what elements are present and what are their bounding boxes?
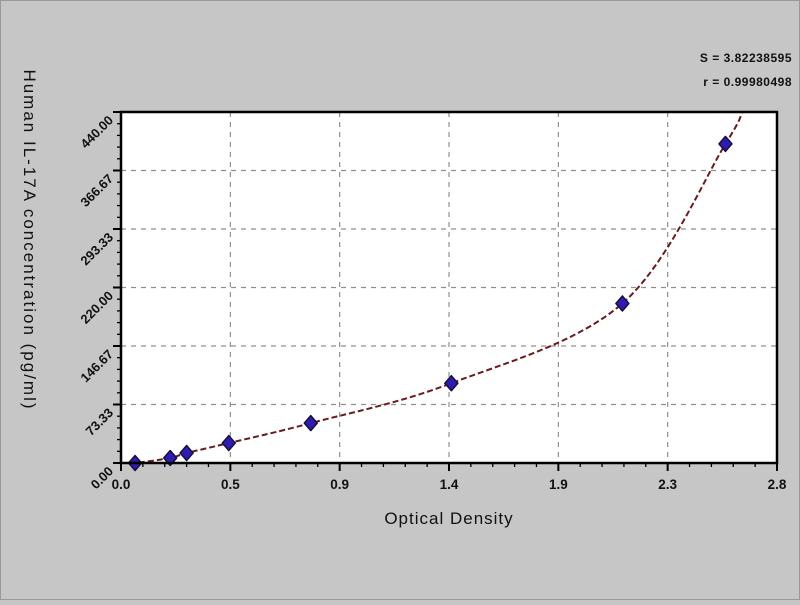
x-tick-label: 1.4 <box>440 477 459 492</box>
x-tick-label: 1.9 <box>549 477 568 492</box>
data-point <box>179 444 194 462</box>
series-layer <box>120 111 743 472</box>
y-tick-label: 293.33 <box>77 230 116 269</box>
x-tick-label: 0.5 <box>221 477 240 492</box>
y-tick-label: 366.67 <box>77 171 116 210</box>
data-point <box>615 295 630 312</box>
data-point <box>718 135 733 153</box>
y-tick-label: 73.33 <box>83 405 117 439</box>
y-axis-title: Human IL-17A concentration (pg/ml) <box>20 69 39 410</box>
y-tick-label: 440.00 <box>77 113 116 152</box>
x-tick-label: 0.0 <box>112 477 131 492</box>
fit-stat-r: r = 0.99980498 <box>703 75 792 89</box>
tick-layer <box>113 111 778 471</box>
gridline-layer <box>121 112 777 463</box>
data-point <box>444 374 459 392</box>
fit-stat-s: S = 3.82238595 <box>700 51 792 65</box>
data-point <box>221 434 237 452</box>
y-tick-label: 220.00 <box>77 288 116 327</box>
data-point <box>303 414 319 432</box>
x-tick-label: 2.3 <box>658 477 677 492</box>
x-axis-title: Optical Density <box>384 509 513 528</box>
x-tick-label: 2.8 <box>768 477 787 492</box>
y-tick-label: 146.67 <box>77 347 116 386</box>
x-tick-label: 0.9 <box>330 477 349 492</box>
